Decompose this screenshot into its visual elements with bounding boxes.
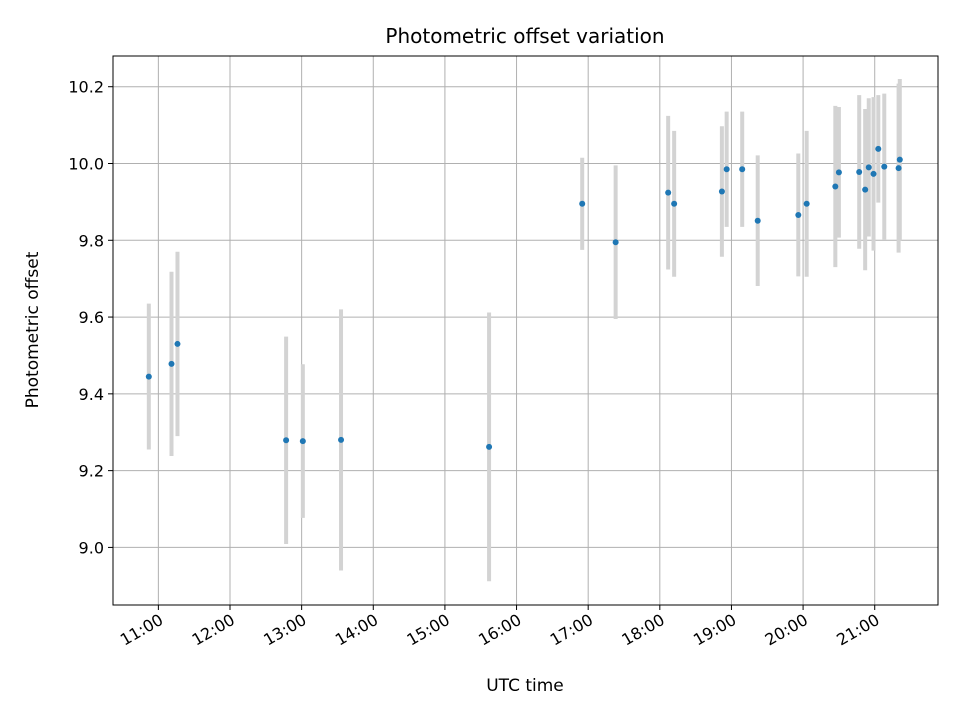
- y-tick-label: 10.0: [68, 154, 104, 173]
- data-point: [870, 170, 877, 177]
- y-tick-label: 10.2: [68, 78, 104, 97]
- data-point: [145, 373, 152, 380]
- data-point: [875, 145, 882, 152]
- y-tick-label: 9.2: [79, 462, 104, 481]
- data-point: [299, 438, 306, 445]
- chart-title: Photometric offset variation: [385, 24, 664, 48]
- data-point: [579, 200, 586, 207]
- data-point: [895, 165, 902, 172]
- y-axis-label: Photometric offset: [23, 251, 43, 408]
- data-point: [174, 340, 181, 347]
- data-point: [835, 169, 842, 176]
- data-point: [856, 168, 863, 175]
- data-point: [862, 186, 869, 193]
- data-point: [671, 200, 678, 207]
- data-point: [723, 166, 730, 173]
- data-point: [168, 360, 175, 367]
- data-points: [145, 145, 903, 450]
- data-point: [832, 183, 839, 190]
- y-axis-ticks: 9.0 9.2 9.4 9.6 9.8 10.0 10.2: [68, 78, 113, 557]
- data-point: [486, 443, 493, 450]
- plot-frame: [112, 55, 939, 606]
- x-axis-label: UTC time: [486, 676, 564, 696]
- data-point: [612, 239, 619, 246]
- data-point: [718, 188, 725, 195]
- y-tick-label: 9.0: [79, 538, 104, 557]
- data-point: [881, 163, 888, 170]
- data-point: [803, 200, 810, 207]
- data-point: [338, 436, 345, 443]
- y-tick-label: 9.4: [79, 385, 104, 404]
- data-point: [795, 211, 802, 218]
- data-point: [754, 217, 761, 224]
- data-point: [283, 437, 290, 444]
- y-tick-label: 9.8: [79, 231, 104, 250]
- data-point: [896, 156, 903, 163]
- data-point: [739, 166, 746, 173]
- data-point: [865, 164, 872, 171]
- data-point: [665, 189, 672, 196]
- y-tick-label: 9.6: [79, 308, 104, 327]
